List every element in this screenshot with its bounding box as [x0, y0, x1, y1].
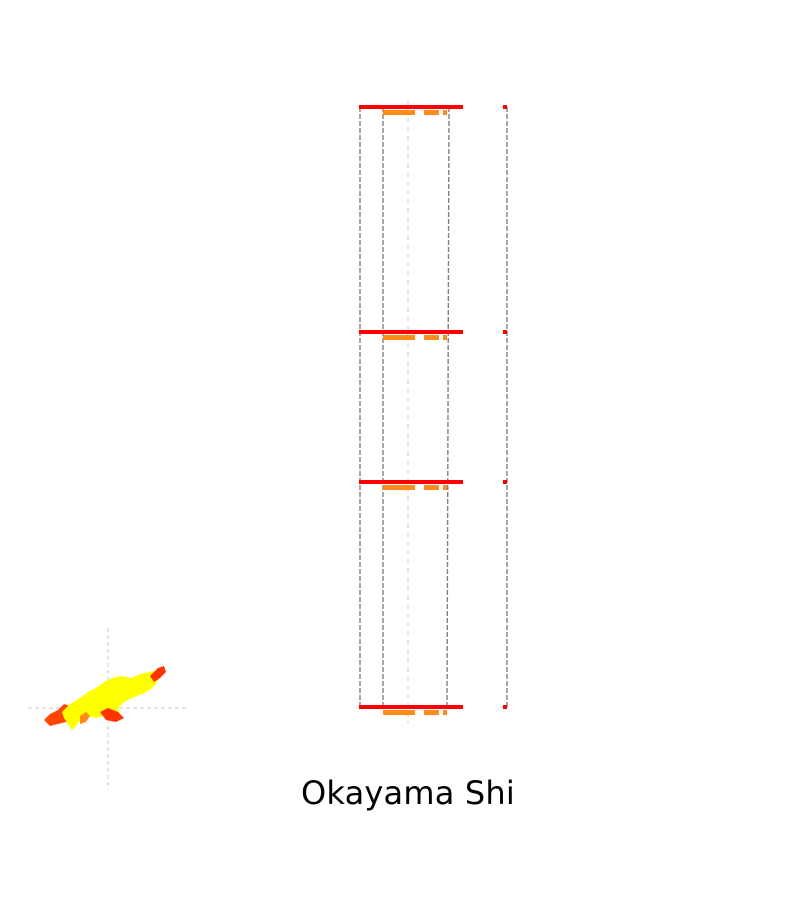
section-bar-high [359, 480, 463, 484]
section-bar-medium [424, 710, 439, 715]
stack-outline-inner-right [446, 106, 450, 708]
section-bar-medium [443, 110, 447, 115]
section-bar-medium [383, 710, 415, 715]
cross-section-stack [359, 100, 508, 724]
section-level-2 [359, 330, 507, 340]
overview-region-medium [80, 712, 90, 724]
overview-region-high-s [100, 708, 124, 722]
section-level-3 [359, 480, 507, 490]
section-bar-medium [424, 110, 439, 115]
section-bar-medium [443, 710, 447, 715]
section-bar-medium [443, 335, 447, 340]
section-bar-high [359, 705, 463, 709]
section-bar-high [359, 105, 463, 109]
map-title: Okayama Shi [301, 774, 515, 812]
section-bar-medium [424, 485, 439, 490]
section-bar-medium [383, 335, 415, 340]
section-bar-medium [424, 335, 439, 340]
overview-map [28, 628, 188, 790]
section-level-4 [359, 705, 507, 715]
section-bar-high-east [503, 480, 507, 484]
section-bar-high-east [503, 330, 507, 334]
section-bar-medium [383, 485, 415, 490]
section-bar-medium [383, 110, 415, 115]
section-bar-high [359, 330, 463, 334]
section-bar-high-east [503, 705, 507, 709]
section-bar-high-east [503, 105, 507, 109]
overview-region-high-ne [150, 666, 166, 682]
section-level-1 [359, 105, 507, 115]
section-bar-medium [443, 485, 447, 490]
